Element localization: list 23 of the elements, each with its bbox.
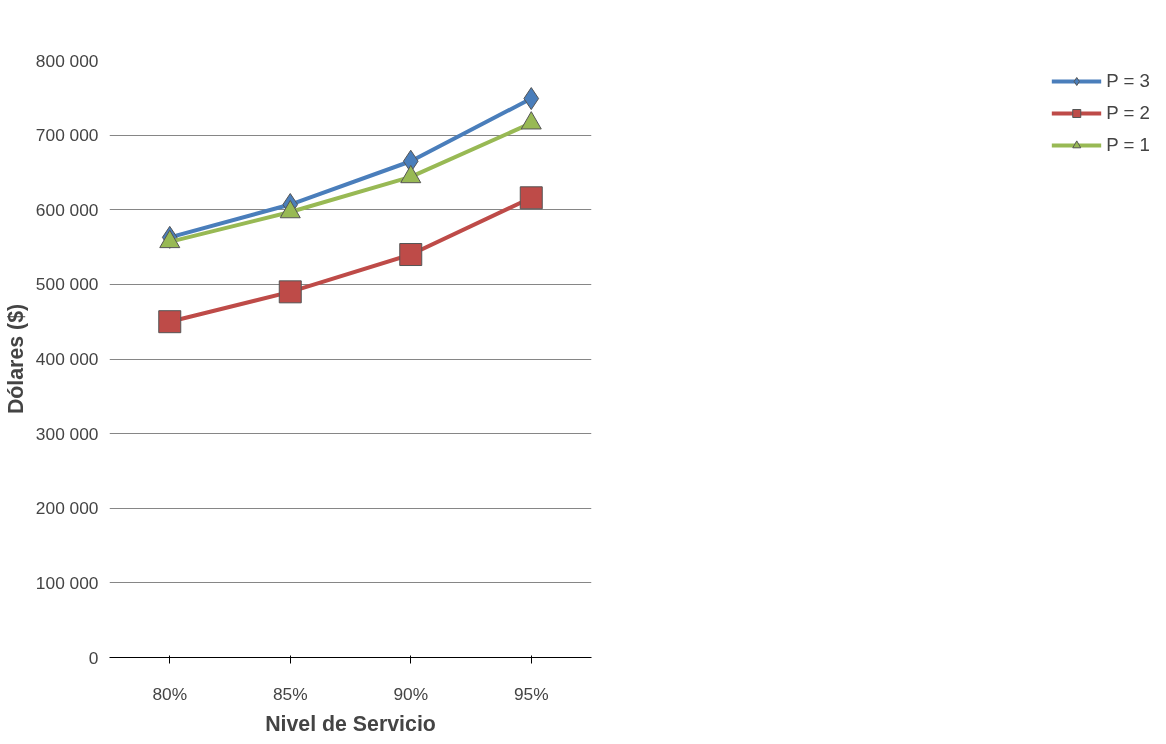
point — [158, 310, 182, 334]
legend-label: P = 1 — [1106, 134, 1150, 156]
y-tick-label: 200 000 — [35, 498, 99, 519]
legend-label: P = 3 — [1106, 70, 1150, 92]
y-tick-label: 700 000 — [35, 125, 99, 146]
x-tick-label: 95% — [513, 683, 549, 704]
point — [278, 280, 302, 304]
y-tick-label: 500 000 — [35, 274, 99, 295]
point — [399, 243, 423, 267]
y-tick-label: 400 000 — [35, 349, 99, 369]
y-tick-label: 100 000 — [35, 572, 99, 593]
y-tick-label: 300 000 — [35, 423, 99, 444]
point — [523, 87, 540, 111]
y-tick-label: 600 000 — [35, 199, 99, 220]
point — [519, 186, 543, 210]
x-tick-label: 90% — [393, 683, 429, 704]
x-tick-label: 80% — [152, 683, 188, 704]
legend-label: P = 2 — [1106, 102, 1150, 124]
x-tick-label: 85% — [272, 683, 308, 704]
y-tick-label: 0 — [88, 647, 99, 668]
x-axis-title: Nivel de Servicio — [265, 711, 436, 736]
y-axis-title: Dólares ($) — [3, 303, 28, 415]
y-tick-label: 800 000 — [35, 50, 99, 71]
